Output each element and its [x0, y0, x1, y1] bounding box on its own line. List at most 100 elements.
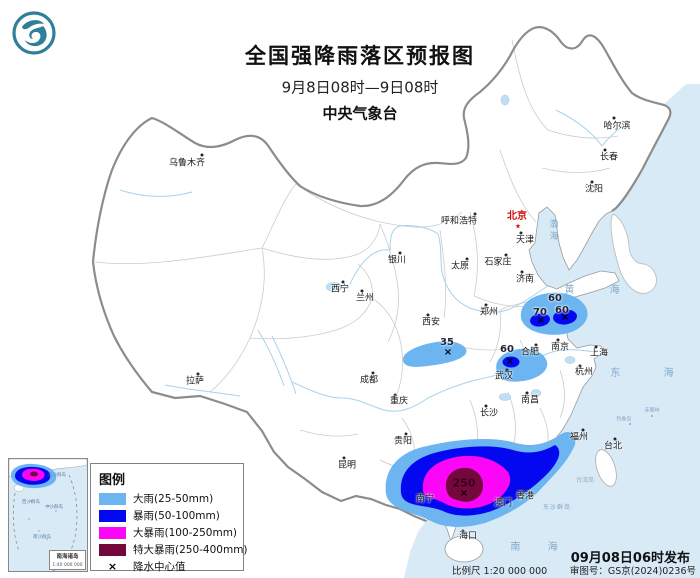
legend-label: 特大暴雨(250-400mm) [133, 544, 248, 556]
inset-label-xisha: 西沙群岛 [22, 499, 40, 505]
city-label-changsha: 长沙 [479, 408, 499, 419]
label-taiwan-island: 台湾岛 [575, 477, 595, 484]
precip-value-jiangsu-north: 60 [548, 293, 562, 304]
precip-mark-jiangsu-east: × [560, 312, 570, 323]
capital-star-icon [515, 223, 521, 229]
legend-label: 暴雨(50-100mm) [133, 510, 220, 522]
legend-item-center-value: × 降水中心值 [99, 560, 243, 573]
legend-label: 大暴雨(100-250mm) [133, 527, 238, 539]
city-label-kunming: 昆明 [337, 460, 357, 471]
city-dot-hefei [534, 343, 538, 347]
city-dot-shenyang [590, 180, 594, 184]
city-dot-shijiazhuang [504, 253, 508, 257]
city-label-macau: 澳门 [493, 498, 513, 509]
precip-value-hubei: 60 [500, 344, 514, 355]
city-dot-changsha [484, 404, 488, 408]
city-dot-shanghai [594, 345, 598, 349]
lakes [325, 94, 576, 401]
sea-area [404, 84, 700, 578]
rivers [119, 109, 629, 493]
city-label-lhasa: 拉萨 [185, 376, 205, 387]
legend-item-extreme-rainstorm: 特大暴雨(250-400mm) [99, 543, 248, 556]
city-dot-jinan [520, 270, 524, 274]
city-label-chongqing: 重庆 [389, 396, 409, 407]
rainstorm-swatch [99, 509, 126, 522]
city-dot-fuzhou [581, 428, 585, 432]
city-dot-chongqing [393, 393, 397, 397]
precip-mark-hubei: × [505, 356, 515, 367]
city-label-hongkong: 香港 [515, 491, 535, 502]
city-label-hohhot: 呼和浩特 [440, 216, 478, 227]
sea-label-dongsha: 东沙群岛 [542, 504, 572, 511]
inset-dash-line [12, 474, 78, 571]
chiwei-islet [651, 415, 653, 417]
label-chiwei: 赤尾屿 [644, 407, 660, 414]
sea-label-bohai: 渤海 [547, 219, 558, 243]
rain-storm-jiangsu-east [553, 309, 577, 325]
city-label-wuhan: 武汉 [494, 371, 514, 382]
city-label-urumqi: 乌鲁木齐 [168, 158, 206, 169]
map-scale: 比例尺 1:20 000 000 [452, 566, 548, 577]
city-dot-tianjin [519, 231, 523, 235]
precip-value-shaanxi: 35 [440, 337, 454, 348]
city-dot-taipei [613, 437, 617, 441]
city-dot-yinchuan [398, 251, 402, 255]
legend-box: 图例 大雨(25-50mm) 暴雨(50-100mm) 大暴雨(100-250m… [90, 463, 248, 573]
city-dot-changchun [603, 148, 607, 152]
city-label-chengdu: 成都 [359, 375, 379, 386]
scale-bar: 比例尺 1:20 000 000 审图号：GS京(2024)0236号 [452, 563, 696, 577]
inset-rain-extreme [30, 471, 38, 477]
city-dot-hongkong [521, 488, 525, 492]
city-label-xian: 西安 [421, 317, 441, 328]
city-dot-harbin [612, 116, 616, 120]
city-label-yinchuan: 银川 [387, 255, 407, 266]
city-label-hefei: 合肥 [520, 347, 540, 358]
sea-label-donghai: 东 海 [610, 368, 694, 379]
city-label-taipei: 台北 [603, 441, 623, 452]
national-border-southwest [91, 261, 427, 523]
city-label-fuzhou: 福州 [569, 432, 589, 443]
city-label-jinan: 济南 [515, 274, 535, 285]
city-label-taiyuan: 太原 [450, 261, 470, 272]
approval-number: 审图号：GS京(2024)0236号 [569, 566, 696, 577]
city-dot-nanning [419, 491, 423, 495]
rain-heavy-shaanxi [402, 341, 467, 367]
precip-mark-shaanxi: × [443, 347, 453, 358]
rain-areas [385, 292, 588, 527]
sea-label-huanghai: 黄 海 [564, 285, 636, 296]
sea-label-nanhai: 南 海 [510, 542, 570, 553]
legend-title: 图例 [99, 473, 126, 488]
center-mark-icon: × [107, 560, 118, 573]
city-dot-haikou [461, 529, 465, 533]
city-label-tianjin: 天津 [515, 235, 535, 246]
inset-title-box: 南海诸岛 1:40 000 000 [49, 550, 86, 570]
label-diaoyu: 钓鱼岛 [616, 416, 632, 423]
inset-title: 南海诸岛 [56, 554, 79, 560]
legend-item-rainstorm: 暴雨(50-100mm) [99, 509, 243, 522]
city-label-nanjing: 南京 [550, 342, 570, 353]
city-dot-urumqi [200, 153, 204, 157]
extreme-rainstorm-swatch [99, 543, 126, 556]
rain-storm-hubei [502, 356, 520, 368]
page-title: 全国强降雨落区预报图 [245, 44, 475, 68]
korea-peninsula [610, 213, 657, 294]
heavy-rain-swatch [99, 492, 126, 505]
city-dot-nanjing [556, 338, 560, 342]
precip-mark-jiangsu-west: × [536, 315, 546, 326]
city-dot-xining [341, 280, 345, 284]
diaoyu-islet [629, 423, 631, 425]
city-label-nanning: 南宁 [415, 494, 435, 505]
city-dot-hangzhou [578, 364, 582, 368]
city-dot-xian [426, 313, 430, 317]
rain-extreme-south [445, 467, 484, 502]
precip-value-jiangsu-east: 60 [555, 305, 569, 316]
city-label-nanchang: 南昌 [520, 395, 540, 406]
cma-logo-icon [12, 11, 56, 55]
city-label-harbin: 哈尔滨 [603, 121, 631, 132]
south-china-sea-inset: 东沙群岛 西沙群岛 中沙群岛 南沙群岛 南海诸岛 1:40 000 000 [8, 458, 88, 572]
city-label-xining: 西宁 [330, 284, 350, 295]
city-dot-macau [499, 496, 503, 500]
city-dot-nanchang [525, 391, 529, 395]
heavy-rainstorm-swatch [99, 526, 126, 539]
